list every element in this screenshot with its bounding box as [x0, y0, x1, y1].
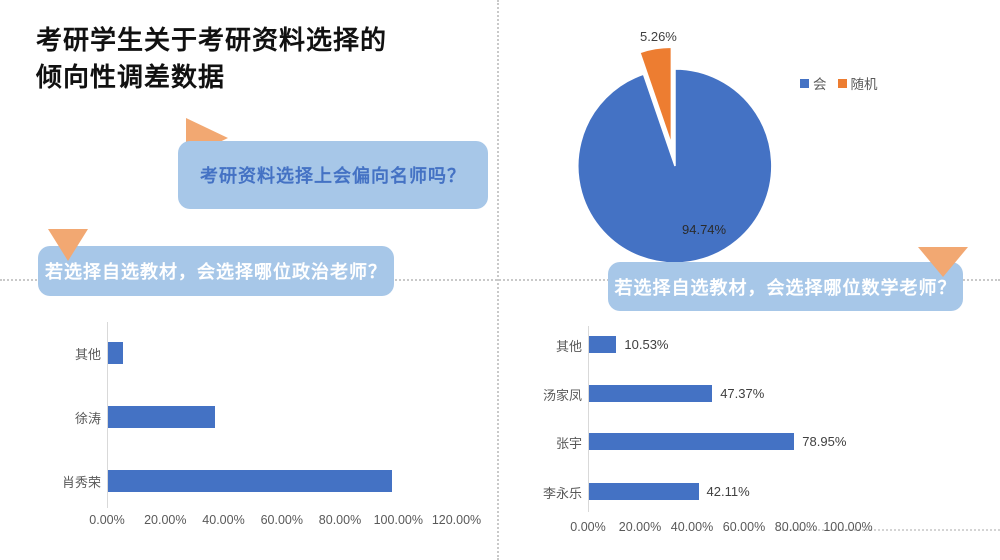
value-label: 10.53% — [624, 336, 669, 352]
category-label: 肖秀荣 — [61, 475, 101, 490]
bottom-right-dashed-segment — [778, 529, 1000, 531]
callout-question-famous-teacher: 考研资料选择上会偏向名师吗？ — [178, 141, 488, 209]
legend-item-yes: 会 — [800, 73, 827, 93]
bar — [589, 385, 713, 402]
pie-slice-random — [638, 46, 673, 145]
x-tick-label: 120.00% — [431, 513, 482, 527]
x-tick-label: 60.00% — [722, 520, 766, 534]
y-axis-line — [107, 322, 108, 508]
horizontal-dashed-divider — [0, 279, 1000, 281]
x-tick-label: 80.00% — [774, 520, 818, 534]
title-line-1: 考研学生关于考研资料选择的 — [36, 25, 388, 55]
legend-label-random: 随机 — [850, 77, 878, 92]
x-tick-label: 100.00% — [823, 520, 873, 534]
category-label: 汤家凤 — [542, 387, 582, 403]
legend-label-yes: 会 — [813, 77, 827, 92]
x-tick-label: 60.00% — [260, 513, 303, 527]
x-tick-label: 40.00% — [670, 520, 714, 534]
category-label: 张宇 — [555, 435, 582, 451]
y-axis-line — [588, 326, 589, 512]
legend-swatch-orange-icon — [837, 78, 847, 88]
x-tick-label: 20.00% — [618, 520, 662, 534]
arrow-down-icon-right — [918, 247, 968, 277]
value-label: 78.95% — [802, 433, 847, 449]
page-title: 考研学生关于考研资料选择的 倾向性调差数据 — [36, 22, 387, 96]
x-tick-label: 0.00% — [570, 520, 606, 534]
x-tick-label: 20.00% — [144, 513, 187, 527]
category-label: 李永乐 — [542, 485, 582, 501]
callout-question-math-teacher-text: 若选择自选教材，会选择哪位数学老师？ — [614, 277, 957, 298]
category-label: 徐涛 — [74, 411, 101, 426]
x-tick-label: 40.00% — [202, 513, 245, 527]
callout-question-politics-teacher-text: 若选择自选教材，会选择哪位政治老师？ — [45, 262, 387, 282]
bar — [108, 342, 124, 364]
arrow-down-icon-left — [48, 229, 88, 261]
bar — [589, 433, 795, 450]
category-label: 其他 — [74, 347, 101, 362]
legend-swatch-blue-icon — [800, 78, 809, 88]
pie-slice-label-yes: 94.74% — [682, 222, 727, 237]
value-label: 42.11% — [706, 483, 750, 499]
bar — [589, 336, 617, 353]
x-tick-label: 0.00% — [89, 513, 125, 527]
callout-question-math-teacher: 若选择自选教材，会选择哪位数学老师？ — [608, 262, 963, 311]
callout-question-politics-teacher: 若选择自选教材，会选择哪位政治老师？ — [38, 246, 394, 296]
callout-question-famous-teacher-text: 考研资料选择上会偏向名师吗？ — [200, 166, 466, 186]
category-label: 其他 — [555, 338, 582, 354]
bar — [589, 483, 699, 500]
x-tick-label: 80.00% — [318, 513, 362, 527]
x-tick-label: 100.00% — [373, 513, 423, 527]
value-label: 47.37% — [720, 385, 765, 401]
bar — [108, 470, 392, 492]
title-line-2: 倾向性调差数据 — [36, 62, 226, 92]
pie-chart — [577, 46, 773, 264]
pie-slice-label-random: 5.26% — [640, 29, 677, 44]
bar — [108, 406, 216, 428]
pie-legend: 会 随机 — [800, 73, 878, 93]
legend-item-random: 随机 — [837, 73, 878, 93]
pie-slice-yes — [577, 68, 773, 264]
